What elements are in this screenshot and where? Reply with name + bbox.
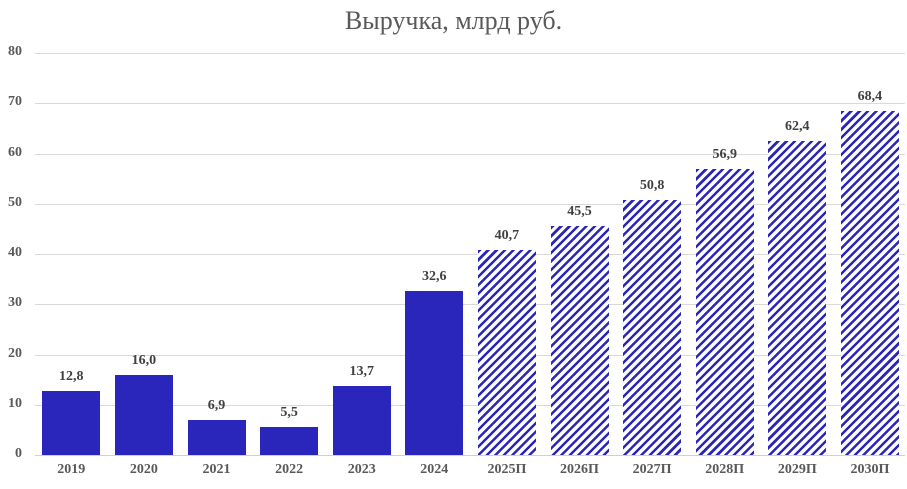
bar-2022	[260, 427, 319, 455]
value-label: 32,6	[422, 269, 447, 285]
value-label: 68,4	[857, 89, 883, 105]
y-tick-label: 40	[8, 245, 22, 260]
x-tick-label: 2030П	[850, 462, 890, 477]
bar-2027П	[623, 199, 682, 455]
value-label: 6,9	[207, 398, 226, 414]
value-label: 45,5	[567, 204, 592, 220]
bar-2020	[114, 374, 173, 455]
x-tick-label: 2025П	[487, 462, 527, 477]
gridline	[35, 203, 905, 205]
value-label: 50,8	[639, 177, 665, 193]
bar-2028П	[695, 169, 754, 455]
y-tick-label: 10	[8, 395, 22, 411]
bar-2019	[42, 390, 101, 455]
value-label: 62,4	[785, 119, 810, 135]
gridline	[35, 53, 905, 54]
x-tick-label: 2021	[202, 462, 231, 477]
value-label: 12,8	[59, 368, 84, 384]
x-tick-label: 2028П	[705, 462, 745, 477]
x-tick-label: 2029П	[777, 462, 817, 477]
x-tick-label: 2023	[347, 462, 376, 477]
x-tick-label: 2024	[420, 462, 449, 477]
value-label: 16,0	[131, 352, 157, 368]
bar-2023	[332, 386, 391, 455]
bar-2021	[187, 420, 246, 455]
bar-2030П	[840, 111, 899, 455]
bar-2025П	[477, 250, 536, 455]
gridline	[35, 304, 905, 306]
y-tick-label: 20	[8, 345, 22, 361]
gridline	[35, 153, 905, 155]
bar-2026П	[550, 226, 609, 455]
bar-2029П	[768, 141, 827, 455]
value-label: 13,7	[349, 364, 374, 380]
gridline	[35, 103, 905, 105]
y-tick-label: 0	[15, 446, 22, 461]
y-tick-label: 80	[8, 44, 22, 59]
y-tick-label: 60	[8, 144, 22, 160]
y-tick-label: 30	[8, 295, 22, 311]
value-label: 5,5	[280, 405, 298, 421]
y-tick-label: 50	[8, 194, 22, 210]
x-tick-label: 2019	[57, 462, 86, 477]
x-tick-label: 2026П	[560, 462, 599, 477]
x-tick-label: 2020	[129, 462, 158, 477]
chart-title: Выручка, млрд руб.	[344, 6, 563, 35]
x-axis-line	[35, 455, 905, 456]
value-label: 40,7	[494, 228, 520, 244]
value-label: 56,9	[712, 147, 737, 163]
x-tick-label: 2022	[275, 462, 304, 477]
x-tick-label: 2027П	[632, 462, 672, 477]
gridline	[35, 254, 905, 255]
gridline	[35, 404, 905, 406]
y-tick-label: 70	[8, 94, 22, 110]
bar-2024	[405, 291, 464, 455]
gridline	[35, 354, 905, 356]
